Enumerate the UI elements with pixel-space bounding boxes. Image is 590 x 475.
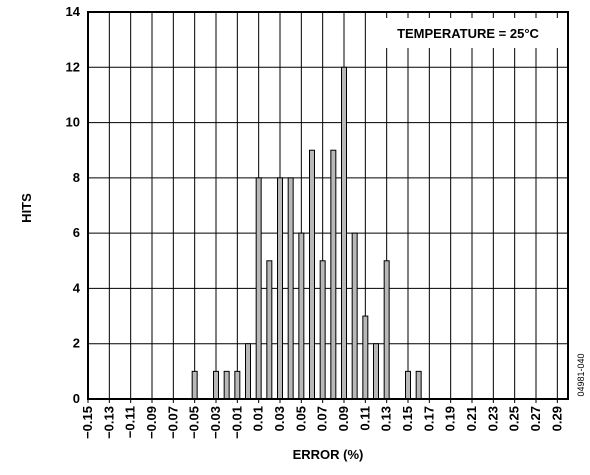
x-tick-label: 0.25 [507,406,522,431]
y-tick-label: 12 [66,59,80,74]
histogram-bar [287,177,294,400]
histogram-bar [351,232,358,400]
histogram-bar [415,370,422,400]
plot-border [87,11,569,400]
x-tick-label: 0.21 [464,406,479,431]
y-tick-label: 14 [66,4,81,19]
y-tick-label: 0 [73,391,80,406]
histogram-bar [245,343,251,400]
x-tick-label: 0.27 [528,406,543,431]
x-tick-label: −0.01 [229,406,244,439]
histogram-bar [405,370,411,400]
x-tick-label: −0.05 [187,406,202,439]
histogram-bar [277,177,283,400]
histogram-bar [255,177,262,400]
x-tick-label: −0.03 [208,406,223,439]
histogram-bar [362,315,369,400]
histogram-bar [223,370,230,400]
x-tick-label: 0.15 [400,406,415,431]
y-tick-label: 10 [66,115,80,130]
x-tick-label: 0.13 [379,406,394,431]
x-tick-label: 0.23 [485,406,500,431]
y-tick-label: 8 [73,170,80,185]
x-tick-label: 0.19 [443,406,458,431]
x-tick-label: −0.13 [101,406,116,439]
histogram-bar [341,66,347,400]
x-tick-label: −0.11 [123,406,138,438]
histogram-bar [234,370,241,400]
histogram-bar [319,260,326,400]
x-axis-title: ERROR (%) [293,447,364,462]
axes [87,11,569,403]
figure-id: 04981-040 [576,353,586,396]
histogram-bar [383,260,390,400]
y-tick-label: 4 [73,280,81,295]
grid-lines [87,11,568,400]
x-tick-label: 0.03 [272,406,287,431]
x-tick-label: 0.05 [293,406,308,431]
x-tick-label: 0.09 [336,406,351,431]
y-tick-label: 2 [73,336,80,351]
x-tick-label: 0.17 [421,406,436,431]
temperature-annotation: TEMPERATURE = 25°C [397,26,539,41]
x-tick-label: −0.07 [165,406,180,439]
x-tick-label: 0.01 [251,406,266,431]
histogram-bar [191,370,198,400]
annotation-box [373,18,562,48]
histogram-bar [298,232,305,400]
y-axis-title: HITS [19,193,34,223]
x-tick-label: 0.11 [357,406,372,431]
x-tick-label: 0.29 [549,406,564,431]
histogram-bar [330,149,337,400]
histogram-bar [266,260,273,400]
histogram-bar [309,149,315,400]
x-tick-label: −0.15 [80,406,95,439]
histogram-bar [373,343,379,400]
y-tick-label: 6 [73,225,80,240]
x-tick-label: 0.07 [315,406,330,431]
bars [191,66,422,400]
tick-labels: −0.15 −0.13 −0.11 −0.09 −0.07 −0.05 −0.03 −0.01… [66,4,565,439]
histogram-bar [213,370,219,400]
x-tick-label: −0.09 [144,406,159,439]
